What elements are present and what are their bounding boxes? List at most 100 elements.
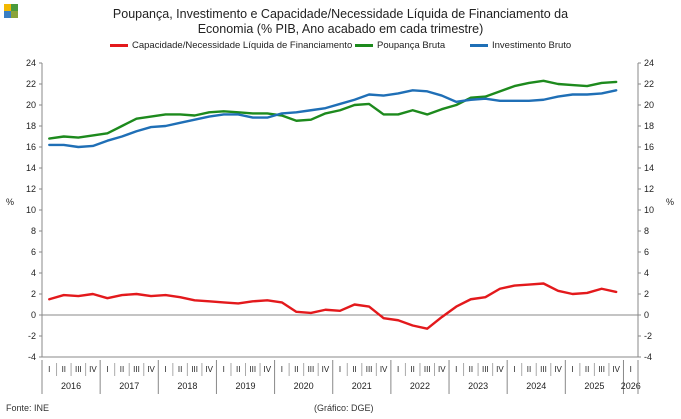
quarter-tick-label: I (48, 365, 50, 374)
y-tick-label-right: 2 (644, 289, 649, 299)
quarter-tick-label: II (236, 365, 240, 374)
quarter-tick-label: II (120, 365, 124, 374)
quarter-tick-label: II (527, 365, 531, 374)
y-tick-label-left: 12 (26, 184, 36, 194)
quarter-tick-label: IV (205, 365, 213, 374)
chart-title-line2: Economia (% PIB, Ano acabado em cada tri… (197, 22, 484, 36)
y-tick-label-left: 14 (26, 163, 36, 173)
y-tick-label-left: 6 (31, 247, 36, 257)
quarter-tick-label: I (164, 365, 166, 374)
year-tick-label: 2026 (621, 381, 641, 391)
quarter-tick-label: IV (264, 365, 272, 374)
year-tick-label: 2024 (526, 381, 546, 391)
y-tick-label-left: 0 (31, 310, 36, 320)
legend-label: Capacidade/Necessidade Líquida de Financ… (132, 40, 353, 51)
logo-square-olive (11, 11, 18, 18)
quarter-tick-label: III (308, 365, 315, 374)
year-tick-label: 2022 (410, 381, 430, 391)
y-tick-label-right: -4 (644, 352, 652, 362)
y-tick-label-right: 14 (644, 163, 654, 173)
quarter-tick-label: IV (496, 365, 504, 374)
quarter-tick-label: III (249, 365, 256, 374)
y-tick-label-right: 22 (644, 79, 654, 89)
legend-label: Investimento Bruto (492, 40, 572, 51)
quarter-tick-label: I (455, 365, 457, 374)
quarter-tick-label: IV (438, 365, 446, 374)
quarter-tick-label: I (223, 365, 225, 374)
quarter-tick-label: I (513, 365, 515, 374)
quarter-tick-label: II (178, 365, 182, 374)
y-tick-label-right: 20 (644, 100, 654, 110)
quarter-tick-label: IV (554, 365, 562, 374)
y-tick-label-left: 8 (31, 226, 36, 236)
quarter-tick-label: IV (612, 365, 620, 374)
quarter-tick-label: IV (147, 365, 155, 374)
quarter-tick-label: II (294, 365, 298, 374)
legend-swatch (355, 44, 373, 47)
year-tick-label: 2020 (294, 381, 314, 391)
series-line-0 (48, 282, 618, 330)
quarter-tick-label: III (540, 365, 547, 374)
y-tick-label-left: 18 (26, 121, 36, 131)
y-tick-label-right: 18 (644, 121, 654, 131)
chart-title-line1: Poupança, Investimento e Capacidade/Nece… (112, 7, 569, 21)
legend-swatch (110, 44, 128, 47)
quarter-tick-label: III (598, 365, 605, 374)
y-tick-label-left: 24 (26, 58, 36, 68)
quarter-tick-label: III (366, 365, 373, 374)
quarter-tick-label: I (339, 365, 341, 374)
legend-label: Poupança Bruta (377, 40, 446, 51)
legend-item: Poupança Bruta (355, 40, 445, 51)
y-tick-label-right: 6 (644, 247, 649, 257)
quarter-tick-label: IV (380, 365, 388, 374)
y-tick-label-left: 2 (31, 289, 36, 299)
quarter-tick-label: I (397, 365, 399, 374)
year-tick-label: 2025 (584, 381, 604, 391)
year-tick-label: 2021 (352, 381, 372, 391)
y-tick-label-left: 22 (26, 79, 36, 89)
quarter-tick-label: II (352, 365, 356, 374)
year-tick-label: 2023 (468, 381, 488, 391)
legend-item: Investimento Bruto (470, 40, 571, 51)
quarter-tick-label: I (281, 365, 283, 374)
y-tick-label-left: -2 (28, 331, 36, 341)
quarter-tick-label: II (585, 365, 589, 374)
quarter-tick-label: III (424, 365, 431, 374)
year-tick-label: 2019 (235, 381, 255, 391)
quarter-tick-label: III (482, 365, 489, 374)
quarter-tick-label: I (630, 365, 632, 374)
quarter-tick-label: III (75, 365, 82, 374)
year-tick-label: 2017 (119, 381, 139, 391)
y-tick-label-right: 0 (644, 310, 649, 320)
y-tick-label-left: -4 (28, 352, 36, 362)
y-axis-label-right: % (666, 197, 674, 207)
ine-logo-icon (4, 4, 18, 18)
year-tick-label: 2018 (177, 381, 197, 391)
y-tick-label-right: 4 (644, 268, 649, 278)
logo-square-blue (4, 11, 11, 18)
quarter-tick-label: I (106, 365, 108, 374)
quarter-tick-label: II (469, 365, 473, 374)
logo-square-green (11, 4, 18, 11)
quarter-tick-label: I (571, 365, 573, 374)
y-tick-label-left: 20 (26, 100, 36, 110)
series-line-1 (48, 79, 618, 140)
y-tick-label-left: 10 (26, 205, 36, 215)
y-tick-label-right: 8 (644, 226, 649, 236)
y-axis-label-left: % (6, 197, 14, 207)
series-line-2 (48, 89, 618, 149)
quarter-tick-label: III (133, 365, 140, 374)
quarter-tick-label: II (62, 365, 66, 374)
y-tick-label-right: 16 (644, 142, 654, 152)
legend-swatch (470, 44, 488, 47)
y-tick-label-right: 12 (644, 184, 654, 194)
y-tick-label-right: 10 (644, 205, 654, 215)
y-tick-label-left: 4 (31, 268, 36, 278)
legend-item: Capacidade/Necessidade Líquida de Financ… (110, 40, 352, 51)
source-note: Fonte: INE (6, 403, 50, 413)
quarter-tick-label: II (410, 365, 414, 374)
quarter-tick-label: III (191, 365, 198, 374)
y-tick-label-right: 24 (644, 58, 654, 68)
y-tick-label-left: 16 (26, 142, 36, 152)
